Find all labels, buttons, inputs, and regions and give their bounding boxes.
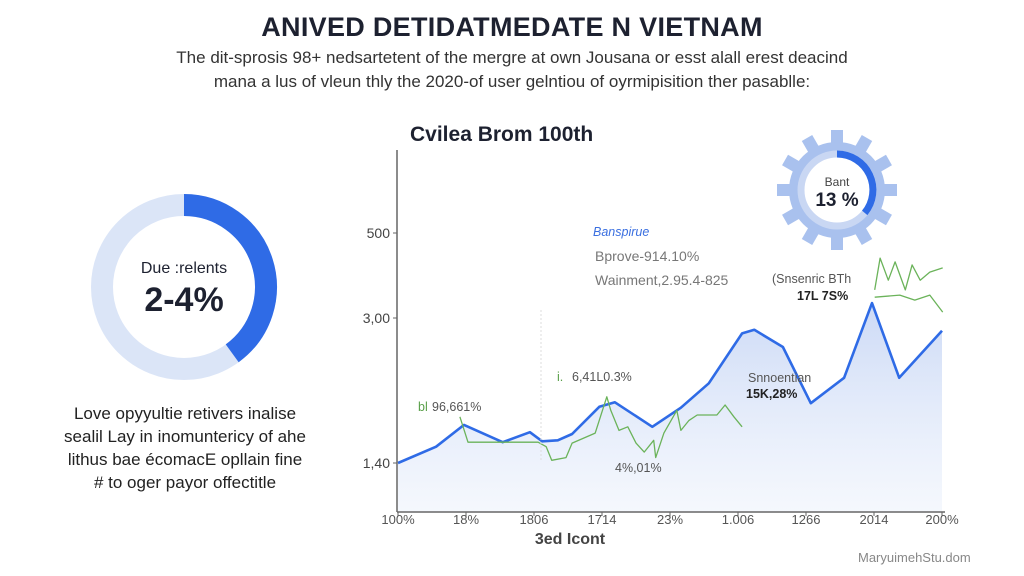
gear-label: Bant bbox=[825, 175, 850, 189]
donut-chart: Due :relents 2-4% bbox=[91, 194, 277, 380]
green-series-line bbox=[874, 257, 943, 291]
upper-right-value: 17L 7S% bbox=[797, 289, 849, 303]
series-area bbox=[398, 303, 942, 512]
donut-label: Due :relents bbox=[141, 260, 227, 277]
right-label: Snnoentian bbox=[748, 371, 812, 385]
subtitle-line-1: The dit-sprosis 98+ nedsartetent of the … bbox=[176, 48, 848, 67]
x-tick-label: 1.006 bbox=[722, 512, 755, 527]
x-tick-label: 1266 bbox=[792, 512, 821, 527]
gear-fill-arc bbox=[836, 150, 877, 216]
gear-tooth bbox=[831, 130, 843, 146]
left-value: 96,661% bbox=[432, 400, 482, 414]
gear-inner bbox=[801, 154, 873, 226]
y-tick-label: 500 bbox=[367, 225, 391, 241]
gear-tooth bbox=[881, 184, 897, 196]
upper-right-label: (Snsenric BTh bbox=[772, 272, 852, 286]
left-description: Love opyyultie retivers inalise sealil L… bbox=[40, 402, 330, 494]
x-tick-label: 1806 bbox=[520, 512, 549, 527]
mid-marker: i. bbox=[557, 370, 564, 384]
description-line: Love opyyultie retivers inalise bbox=[73, 404, 297, 423]
description-line: lithus bae écomacE opllain fine bbox=[67, 450, 303, 469]
y-tick-label: 1,40 bbox=[363, 455, 390, 471]
green-series-line bbox=[874, 294, 944, 313]
gear-tooth bbox=[777, 184, 793, 196]
description-line: sealil Lay in inomuntericy of ahe bbox=[64, 427, 306, 446]
green-series-line bbox=[459, 396, 743, 461]
donut-fill-arc bbox=[183, 194, 277, 363]
x-tick-label: 100% bbox=[381, 512, 415, 527]
x-tick-label: 200% bbox=[925, 512, 959, 527]
left-marker: bl bbox=[418, 400, 428, 414]
mid-value: 6,41L0.3% bbox=[572, 370, 632, 384]
low-value: 4%,01% bbox=[615, 461, 662, 475]
chart-title: Cvilea Brom 100th bbox=[410, 123, 594, 146]
legend-title: Banspirue bbox=[593, 225, 650, 239]
blue-series-line bbox=[397, 301, 943, 465]
right-value: 15K,28% bbox=[746, 387, 798, 401]
gear-icon: Bant 13 % bbox=[777, 130, 897, 250]
watermark: MaryuimehStu.dom bbox=[858, 550, 971, 565]
page-title: ANIVED DETIDATMEDATE N VIETNAM bbox=[261, 12, 763, 42]
x-tick-label: 2014 bbox=[860, 512, 889, 527]
description-line: # to oger payor offectitle bbox=[93, 473, 277, 492]
gear-tooth bbox=[831, 234, 843, 250]
donut-value: 2-4% bbox=[144, 281, 223, 319]
legend-line-2: Wainment,2.95.4-825 bbox=[595, 272, 729, 288]
subtitle-line-2: mana a lus of vleun thly the 2020-of use… bbox=[213, 72, 811, 91]
x-tick-label: 1714 bbox=[588, 512, 617, 527]
gear-value: 13 % bbox=[815, 190, 858, 211]
x-tick-label: 23% bbox=[657, 512, 683, 527]
y-tick-label: 3,00 bbox=[363, 310, 390, 326]
legend-line-1: Bprove-914.10% bbox=[595, 248, 700, 264]
x-tick-label: 18% bbox=[453, 512, 479, 527]
x-axis-label: 3ed Icont bbox=[534, 531, 606, 548]
